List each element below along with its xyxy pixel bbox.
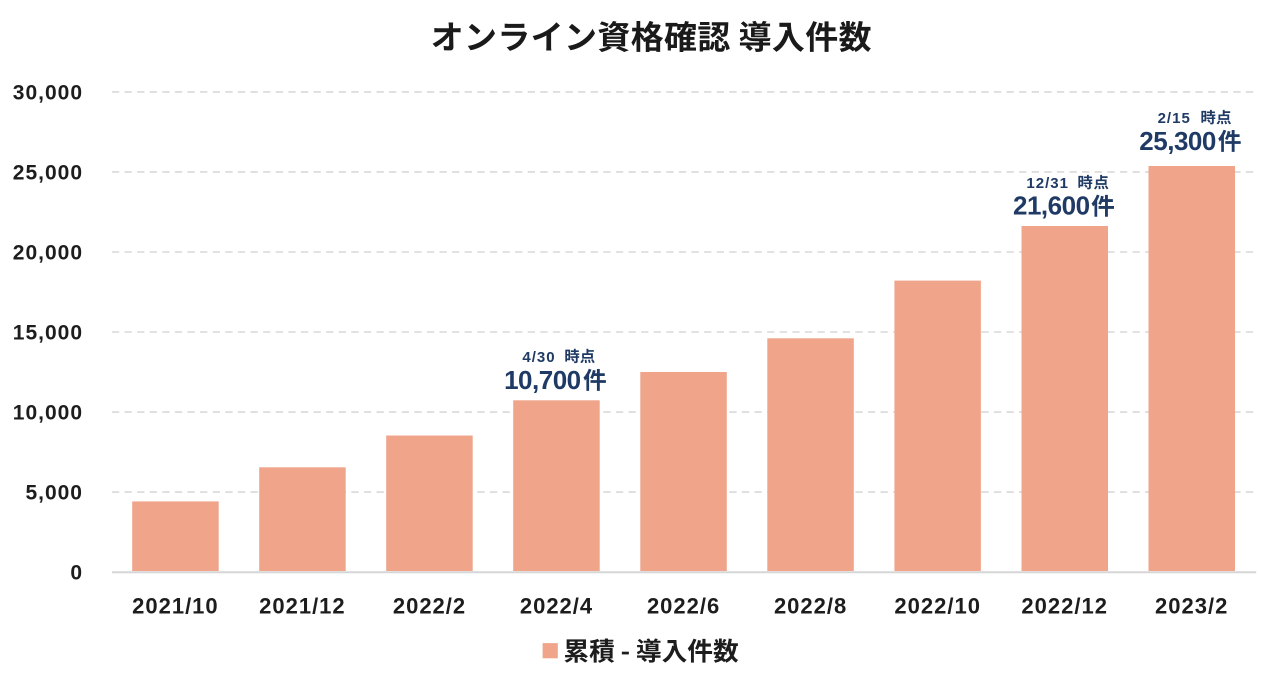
svg-text:4/30: 4/30 xyxy=(522,349,555,366)
svg-text:2021/10: 2021/10 xyxy=(132,594,219,619)
svg-text:12/31: 12/31 xyxy=(1026,175,1069,192)
svg-text:2022/12: 2022/12 xyxy=(1021,594,1108,619)
svg-text:15,000: 15,000 xyxy=(13,322,83,345)
svg-text:2022/2: 2022/2 xyxy=(393,594,466,619)
svg-text:0: 0 xyxy=(70,562,83,585)
svg-text:2/15: 2/15 xyxy=(1158,110,1191,127)
svg-text:25,300: 25,300 xyxy=(1139,126,1216,156)
svg-text:2022/10: 2022/10 xyxy=(894,594,981,619)
svg-text:21,600: 21,600 xyxy=(1013,191,1090,221)
svg-text:10,000: 10,000 xyxy=(13,402,83,425)
svg-text:2022/4: 2022/4 xyxy=(520,594,593,619)
svg-text:2023/2: 2023/2 xyxy=(1155,594,1228,619)
svg-text:5,000: 5,000 xyxy=(25,482,83,505)
svg-text:2022/8: 2022/8 xyxy=(774,594,847,619)
svg-text:2022/6: 2022/6 xyxy=(647,594,720,619)
svg-text:10,700: 10,700 xyxy=(504,365,581,395)
svg-text:20,000: 20,000 xyxy=(13,242,83,265)
svg-text:30,000: 30,000 xyxy=(13,81,83,104)
svg-text:25,000: 25,000 xyxy=(13,161,83,184)
svg-text:2021/12: 2021/12 xyxy=(259,594,346,619)
